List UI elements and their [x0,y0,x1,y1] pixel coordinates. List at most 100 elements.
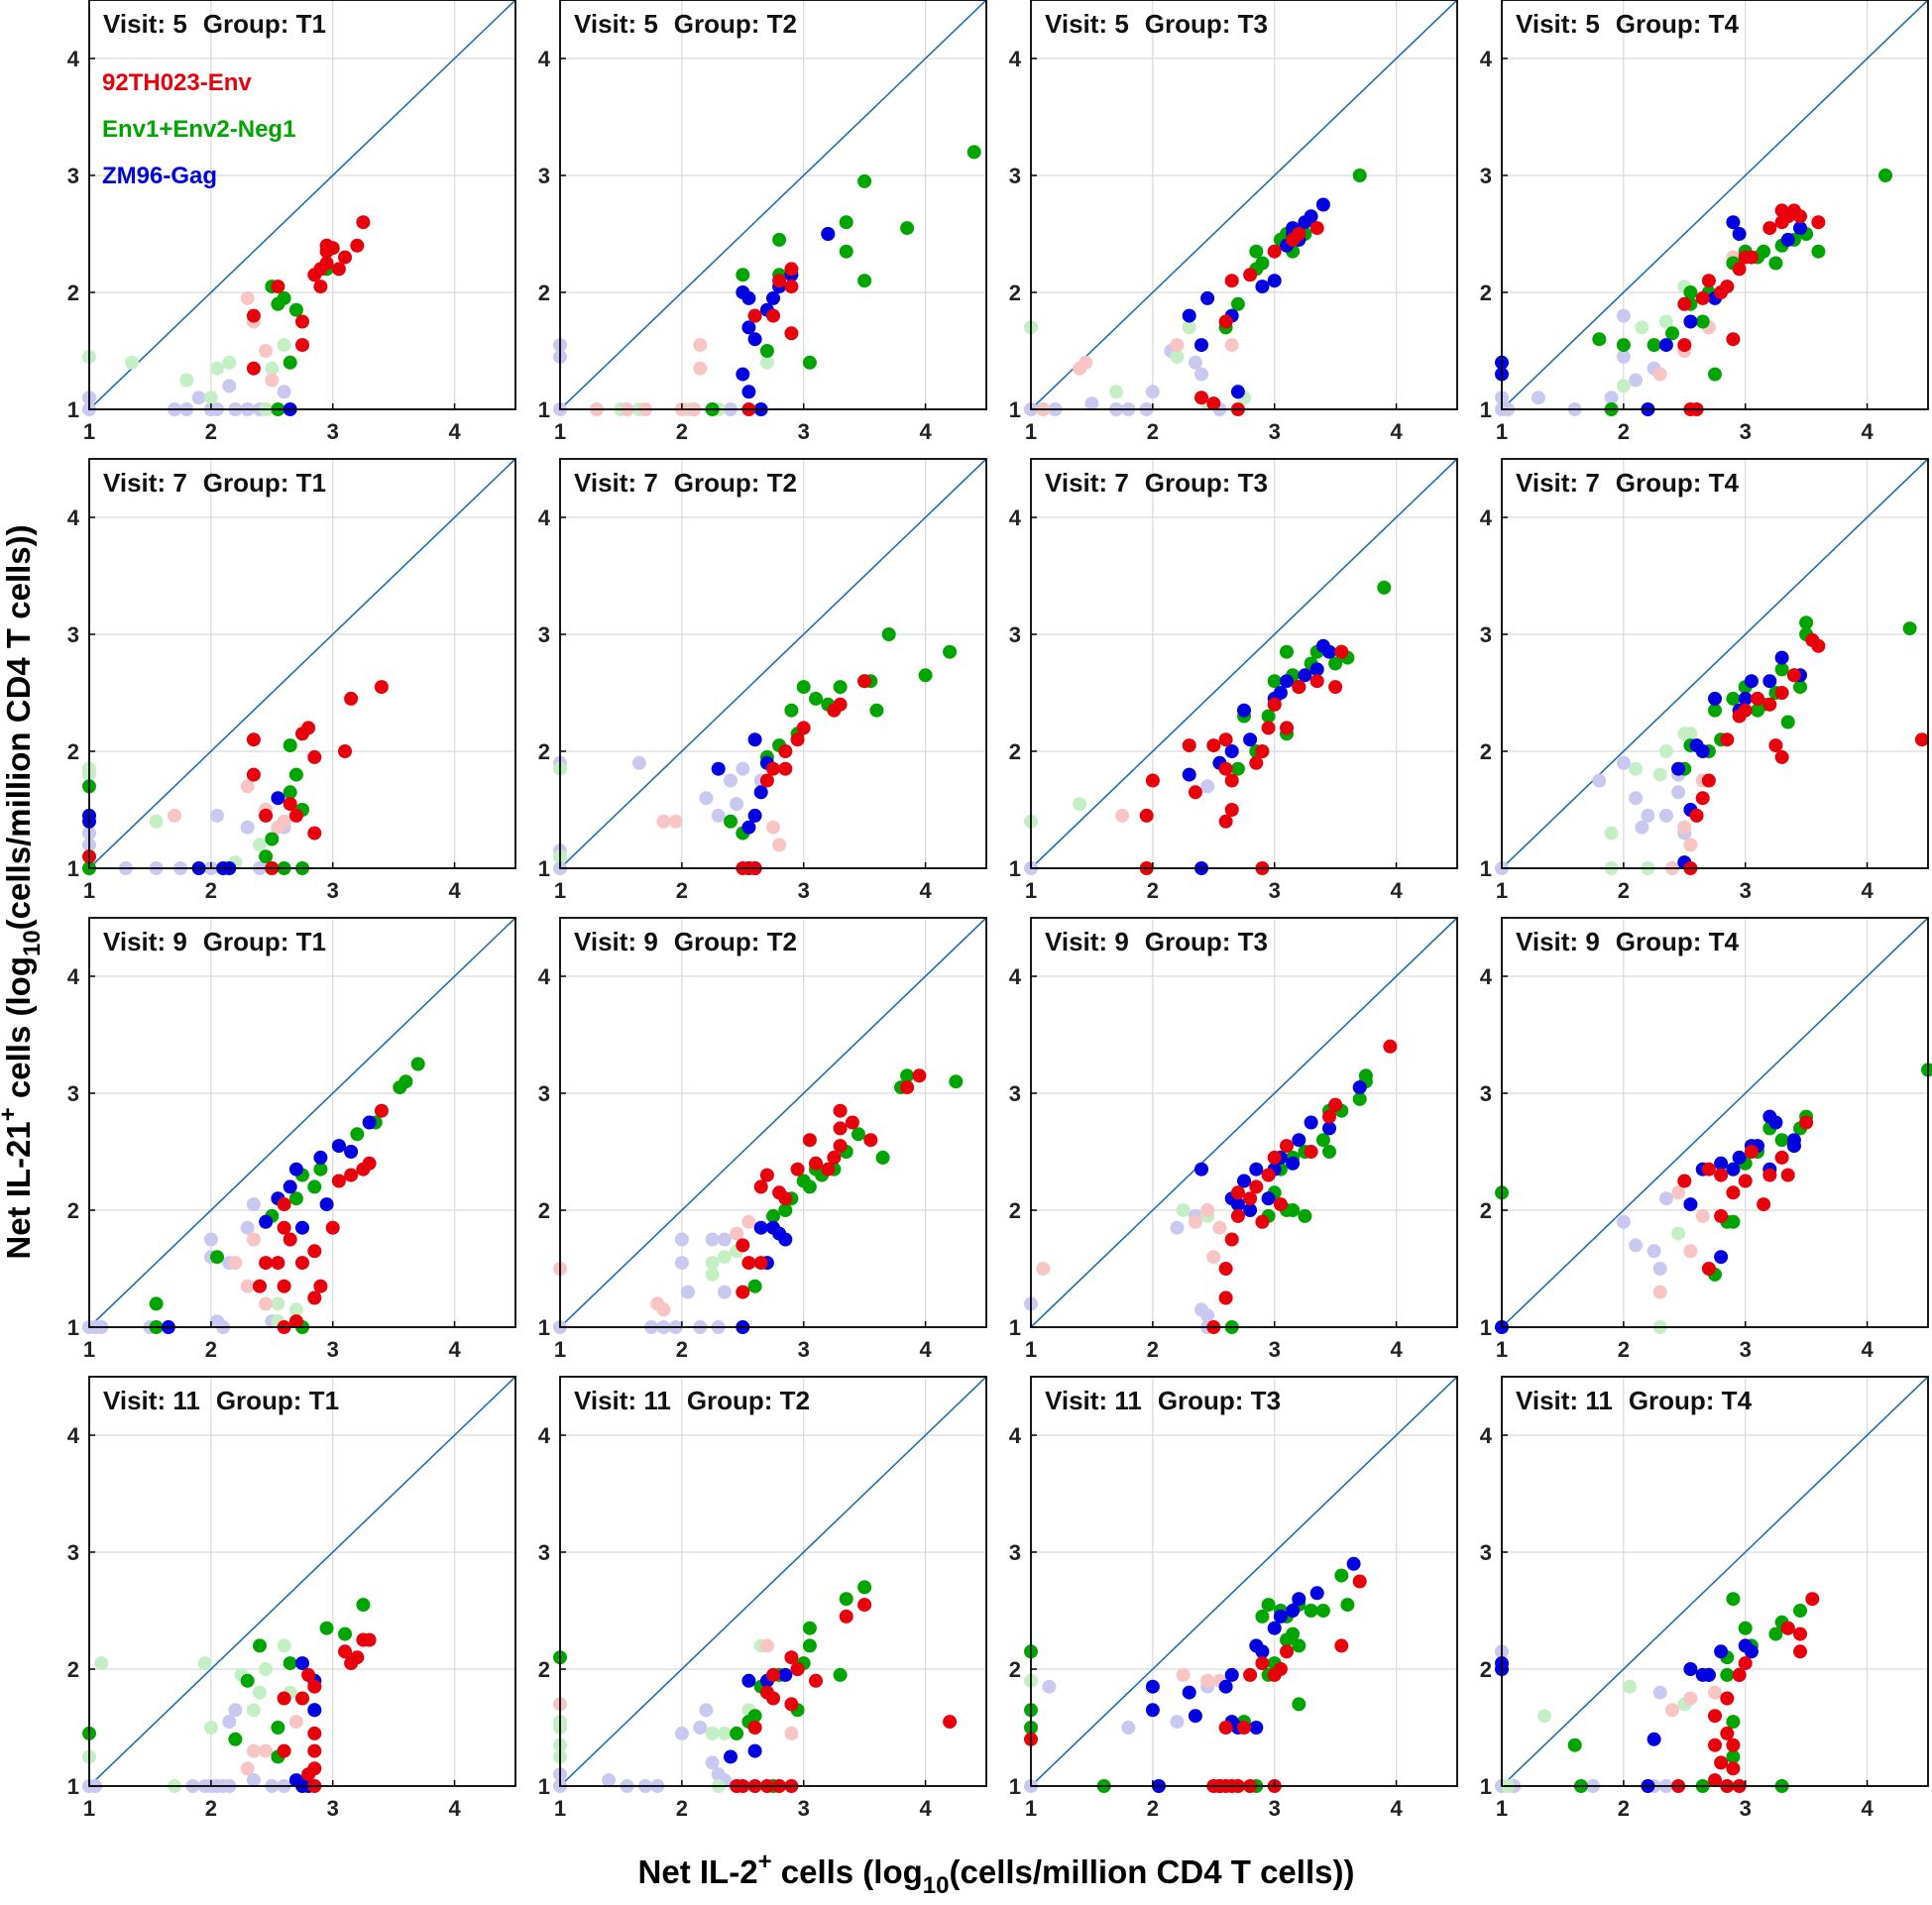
point-gag [1768,1115,1783,1130]
point-env [1774,215,1789,230]
point-env [307,1743,322,1758]
point-env-faded [668,814,683,829]
point-gag [1658,338,1673,353]
panel-group-label: Group: T4 [1616,468,1740,498]
x-tick-label: 4 [919,1796,932,1821]
point-gag [753,1220,768,1235]
point-env [1309,221,1324,236]
point-neg [1377,580,1392,595]
point-neg-faded [759,355,774,370]
panel-visit11-t1: 1 2 3 4 1 2 3 4 Visit: 11 Group: T1 [67,1376,516,1821]
point-gag-faded [222,1715,237,1730]
panel-title: Visit: 9 Group: T4 [1516,927,1740,956]
point-neg [313,1162,328,1177]
point-gag-faded [240,1220,255,1235]
point-neg [1292,1638,1307,1653]
point-gag [1273,1609,1288,1624]
point-gag [1243,1203,1258,1217]
x-tick-label: 1 [83,878,95,903]
point-gag-faded [191,391,206,405]
point-gag-faded [1145,385,1160,399]
point-env [1677,296,1692,311]
point-env [1677,338,1692,353]
x-tick-label: 1 [1496,878,1508,903]
point-neg [228,1732,243,1746]
point-env [1762,1168,1777,1182]
point-env [277,1691,291,1706]
point-env [1292,227,1307,241]
panel-title: Visit: 7 Group: T4 [1516,468,1740,498]
point-neg [747,1279,762,1293]
point-env [1243,1667,1258,1682]
y-tick-label: 4 [67,505,80,530]
panel-title: Visit: 9 Group: T1 [103,927,326,956]
y-tick-label: 4 [538,964,551,989]
point-env-faded [168,808,181,823]
point-neg [802,1621,817,1635]
point-gag-faded [1652,1685,1667,1700]
point-gag [1267,274,1282,288]
panel-title: Visit: 7 Group: T1 [103,468,326,498]
x-tick-label: 2 [676,419,688,444]
point-env-faded [784,1726,799,1740]
point-env [1218,314,1233,329]
x-tick-label: 1 [1496,419,1508,444]
legend-entry-neg: Env1+Env2-Neg1 [102,116,295,143]
panel-visit-label: Visit: 11 [1045,1386,1142,1415]
point-gag [1145,1679,1160,1694]
point-env [1292,680,1307,695]
point-gag-faded [674,1726,689,1740]
point-neg [900,1068,915,1083]
point-neg [1878,168,1892,182]
point-env [1224,773,1239,788]
point-neg [1774,662,1789,677]
point-neg-faded [705,1267,720,1282]
y-tick-label: 1 [1009,1315,1021,1340]
y-tick-label: 4 [538,1423,551,1448]
y-tick-label: 1 [538,1315,550,1340]
x-tick-label: 2 [1618,419,1630,444]
identity-line [88,0,516,410]
y-tick-label: 1 [1480,1315,1492,1340]
point-env [790,732,805,747]
point-env [790,1662,805,1676]
point-env-faded [1677,820,1692,835]
point-neg [338,1626,352,1641]
point-env-faded [1176,1667,1191,1682]
point-gag [1732,1150,1747,1165]
point-neg [288,302,303,317]
point-neg-faded [179,373,194,388]
point-env [1708,1737,1722,1752]
point-gag [1309,662,1324,677]
point-gag [1322,644,1336,659]
y-tick-label: 3 [1480,1081,1492,1106]
y-tick-label: 3 [1009,164,1021,188]
point-neg-faded [210,361,224,376]
y-tick-label: 2 [538,1657,550,1682]
point-env [1714,1168,1729,1182]
point-env-faded [730,1226,744,1241]
point-env-faded [246,1232,261,1247]
panel-title: Visit: 7 Group: T3 [1045,468,1268,498]
point-neg-faded [1683,727,1698,741]
identity-line [1501,458,1929,869]
point-gag [1261,1191,1276,1206]
point-env [766,1691,780,1706]
point-gag-faded [711,808,726,823]
point-env [827,1150,842,1165]
point-gag [1762,674,1777,689]
y-tick-label: 4 [1480,47,1493,71]
point-gag [283,1179,297,1194]
point-neg-faded [1658,314,1673,329]
point-gag-faded [1616,755,1631,770]
point-gag-faded [246,1773,261,1788]
point-env [271,1256,285,1271]
point-neg [1793,1604,1807,1618]
point-env [790,1162,805,1177]
y-tick-label: 4 [538,505,551,530]
point-env-faded [259,344,274,358]
x-tick-label: 1 [554,878,566,903]
y-tick-label: 1 [67,856,79,881]
x-tick-label: 2 [676,1796,688,1821]
point-env-faded [1170,338,1185,353]
